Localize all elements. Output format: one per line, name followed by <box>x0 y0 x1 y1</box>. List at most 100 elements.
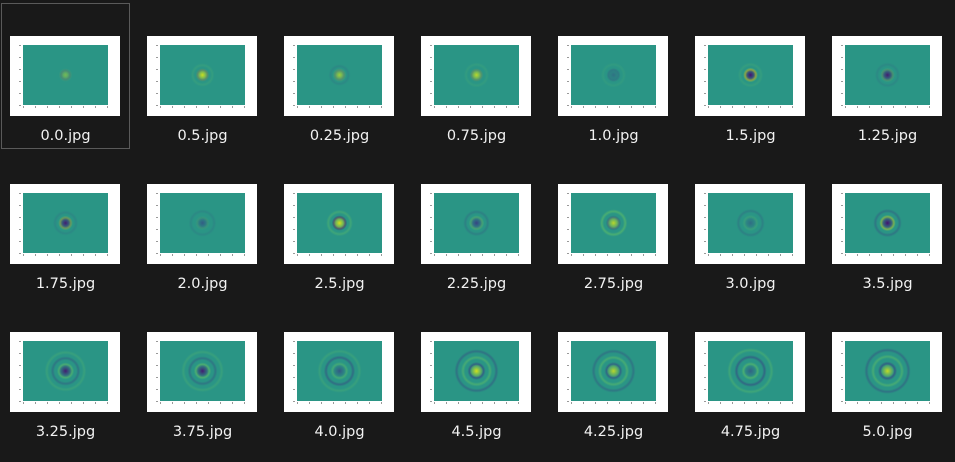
thumbnail-image <box>832 36 942 116</box>
file-name: 3.25.jpg <box>35 424 96 440</box>
plot-x-axis-ticks <box>23 254 108 256</box>
plot-x-axis-ticks <box>708 254 793 256</box>
plot-area <box>845 45 930 105</box>
plot-area <box>297 341 382 401</box>
file-name: 0.25.jpg <box>309 128 370 144</box>
plot-y-axis-ticks <box>567 341 570 402</box>
plot-y-axis-ticks <box>156 193 159 254</box>
plot-x-axis-ticks <box>571 106 656 108</box>
file-item[interactable]: 3.0.jpg <box>686 151 815 297</box>
plot-y-axis-ticks <box>704 45 707 106</box>
file-name: 1.0.jpg <box>588 128 639 144</box>
file-name: 1.5.jpg <box>725 128 776 144</box>
file-item[interactable]: 1.25.jpg <box>823 3 952 149</box>
file-name: 0.5.jpg <box>177 128 228 144</box>
plot-x-axis-ticks <box>23 106 108 108</box>
plot-y-axis-ticks <box>430 341 433 402</box>
thumbnail-image <box>10 332 120 412</box>
file-name: 4.25.jpg <box>583 424 644 440</box>
thumbnail-image <box>558 36 668 116</box>
thumbnail-image <box>147 184 257 264</box>
plot-area <box>297 193 382 253</box>
thumbnail-image <box>832 332 942 412</box>
plot-area <box>434 341 519 401</box>
plot-area <box>297 45 382 105</box>
plot-y-axis-ticks <box>293 341 296 402</box>
file-item[interactable]: 0.0.jpg <box>1 3 130 149</box>
thumbnail-image <box>10 36 120 116</box>
file-item[interactable]: 1.75.jpg <box>1 151 130 297</box>
plot-x-axis-ticks <box>297 106 382 108</box>
file-item[interactable]: 4.5.jpg <box>412 299 541 445</box>
plot-area <box>571 193 656 253</box>
file-name: 2.25.jpg <box>446 276 507 292</box>
file-item[interactable]: 2.5.jpg <box>275 151 404 297</box>
plot-y-axis-ticks <box>430 193 433 254</box>
plot-x-axis-ticks <box>297 254 382 256</box>
plot-x-axis-ticks <box>708 106 793 108</box>
plot-y-axis-ticks <box>156 45 159 106</box>
plot-area <box>845 341 930 401</box>
file-name: 4.5.jpg <box>451 424 502 440</box>
file-item[interactable]: 4.25.jpg <box>549 299 678 445</box>
file-name: 1.25.jpg <box>857 128 918 144</box>
file-name: 4.75.jpg <box>720 424 781 440</box>
thumbnail-image <box>421 184 531 264</box>
file-item[interactable]: 3.5.jpg <box>823 151 952 297</box>
plot-y-axis-ticks <box>841 193 844 254</box>
plot-area <box>708 45 793 105</box>
thumbnail-image <box>284 332 394 412</box>
file-item[interactable]: 2.0.jpg <box>138 151 267 297</box>
file-item[interactable]: 0.75.jpg <box>412 3 541 149</box>
thumbnail-image <box>284 184 394 264</box>
thumbnail-image <box>558 184 668 264</box>
plot-x-axis-ticks <box>160 402 245 404</box>
file-name: 5.0.jpg <box>862 424 913 440</box>
plot-x-axis-ticks <box>297 402 382 404</box>
plot-y-axis-ticks <box>430 45 433 106</box>
plot-x-axis-ticks <box>845 254 930 256</box>
plot-area <box>434 45 519 105</box>
plot-y-axis-ticks <box>567 45 570 106</box>
plot-x-axis-ticks <box>708 402 793 404</box>
plot-area <box>845 193 930 253</box>
thumbnail-image <box>695 36 805 116</box>
file-item[interactable]: 4.75.jpg <box>686 299 815 445</box>
file-item[interactable]: 1.5.jpg <box>686 3 815 149</box>
plot-x-axis-ticks <box>571 254 656 256</box>
file-item[interactable]: 4.0.jpg <box>275 299 404 445</box>
file-name: 2.5.jpg <box>314 276 365 292</box>
file-name: 2.0.jpg <box>177 276 228 292</box>
file-item[interactable]: 0.25.jpg <box>275 3 404 149</box>
plot-y-axis-ticks <box>704 193 707 254</box>
plot-area <box>708 193 793 253</box>
plot-y-axis-ticks <box>567 193 570 254</box>
plot-area <box>708 341 793 401</box>
plot-area <box>160 193 245 253</box>
plot-area <box>23 45 108 105</box>
thumbnail-image <box>695 184 805 264</box>
file-item[interactable]: 0.5.jpg <box>138 3 267 149</box>
thumbnail-image <box>421 36 531 116</box>
plot-area <box>23 341 108 401</box>
file-name: 3.75.jpg <box>172 424 233 440</box>
plot-y-axis-ticks <box>19 45 22 106</box>
plot-y-axis-ticks <box>293 193 296 254</box>
file-item[interactable]: 2.25.jpg <box>412 151 541 297</box>
file-item[interactable]: 3.25.jpg <box>1 299 130 445</box>
plot-y-axis-ticks <box>19 193 22 254</box>
file-item[interactable]: 1.0.jpg <box>549 3 678 149</box>
thumbnail-image <box>147 36 257 116</box>
plot-y-axis-ticks <box>293 45 296 106</box>
thumbnail-image <box>832 184 942 264</box>
thumbnail-image <box>695 332 805 412</box>
plot-y-axis-ticks <box>704 341 707 402</box>
file-item[interactable]: 2.75.jpg <box>549 151 678 297</box>
plot-x-axis-ticks <box>160 254 245 256</box>
file-item[interactable]: 5.0.jpg <box>823 299 952 445</box>
plot-x-axis-ticks <box>845 106 930 108</box>
thumbnail-image <box>558 332 668 412</box>
file-item[interactable]: 3.75.jpg <box>138 299 267 445</box>
plot-y-axis-ticks <box>19 341 22 402</box>
